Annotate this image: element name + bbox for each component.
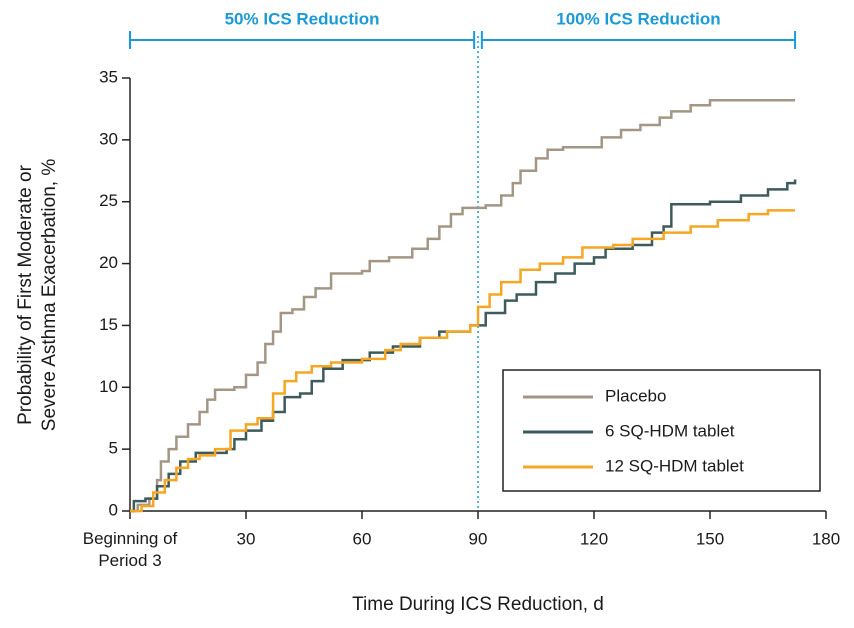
x-tick-label: 30	[237, 529, 256, 548]
y-tick-label: 15	[99, 315, 118, 334]
series-line	[130, 209, 796, 513]
x-tick-label: 150	[696, 529, 724, 548]
legend-label: 6 SQ-HDM tablet	[605, 421, 735, 440]
phase-label: 50% ICS Reduction	[225, 9, 380, 28]
y-tick-label: 10	[99, 377, 118, 396]
y-axis-label: Severe Asthma Exacerbation, %	[39, 159, 60, 432]
x-tick-label: 120	[580, 529, 608, 548]
y-tick-label: 25	[99, 191, 118, 210]
legend-label: 12 SQ-HDM tablet	[605, 456, 744, 475]
x-axis-label: Time During ICS Reduction, d	[352, 594, 604, 615]
y-tick-label: 20	[99, 253, 118, 272]
x-tick-label: 180	[812, 529, 840, 548]
phase-label: 100% ICS Reduction	[556, 9, 720, 28]
x-tick-label: Beginning of Period 3	[82, 529, 178, 570]
x-tick-label: 90	[469, 529, 488, 548]
series-line	[130, 99, 796, 513]
y-tick-label: 5	[109, 439, 118, 458]
x-tick-label: 60	[353, 529, 372, 548]
y-axis-label: Probability of First Moderate or	[15, 164, 36, 424]
y-tick-label: 35	[99, 67, 118, 86]
y-tick-label: 30	[99, 129, 118, 148]
legend-label: Placebo	[605, 386, 666, 405]
y-tick-label: 0	[109, 500, 118, 519]
